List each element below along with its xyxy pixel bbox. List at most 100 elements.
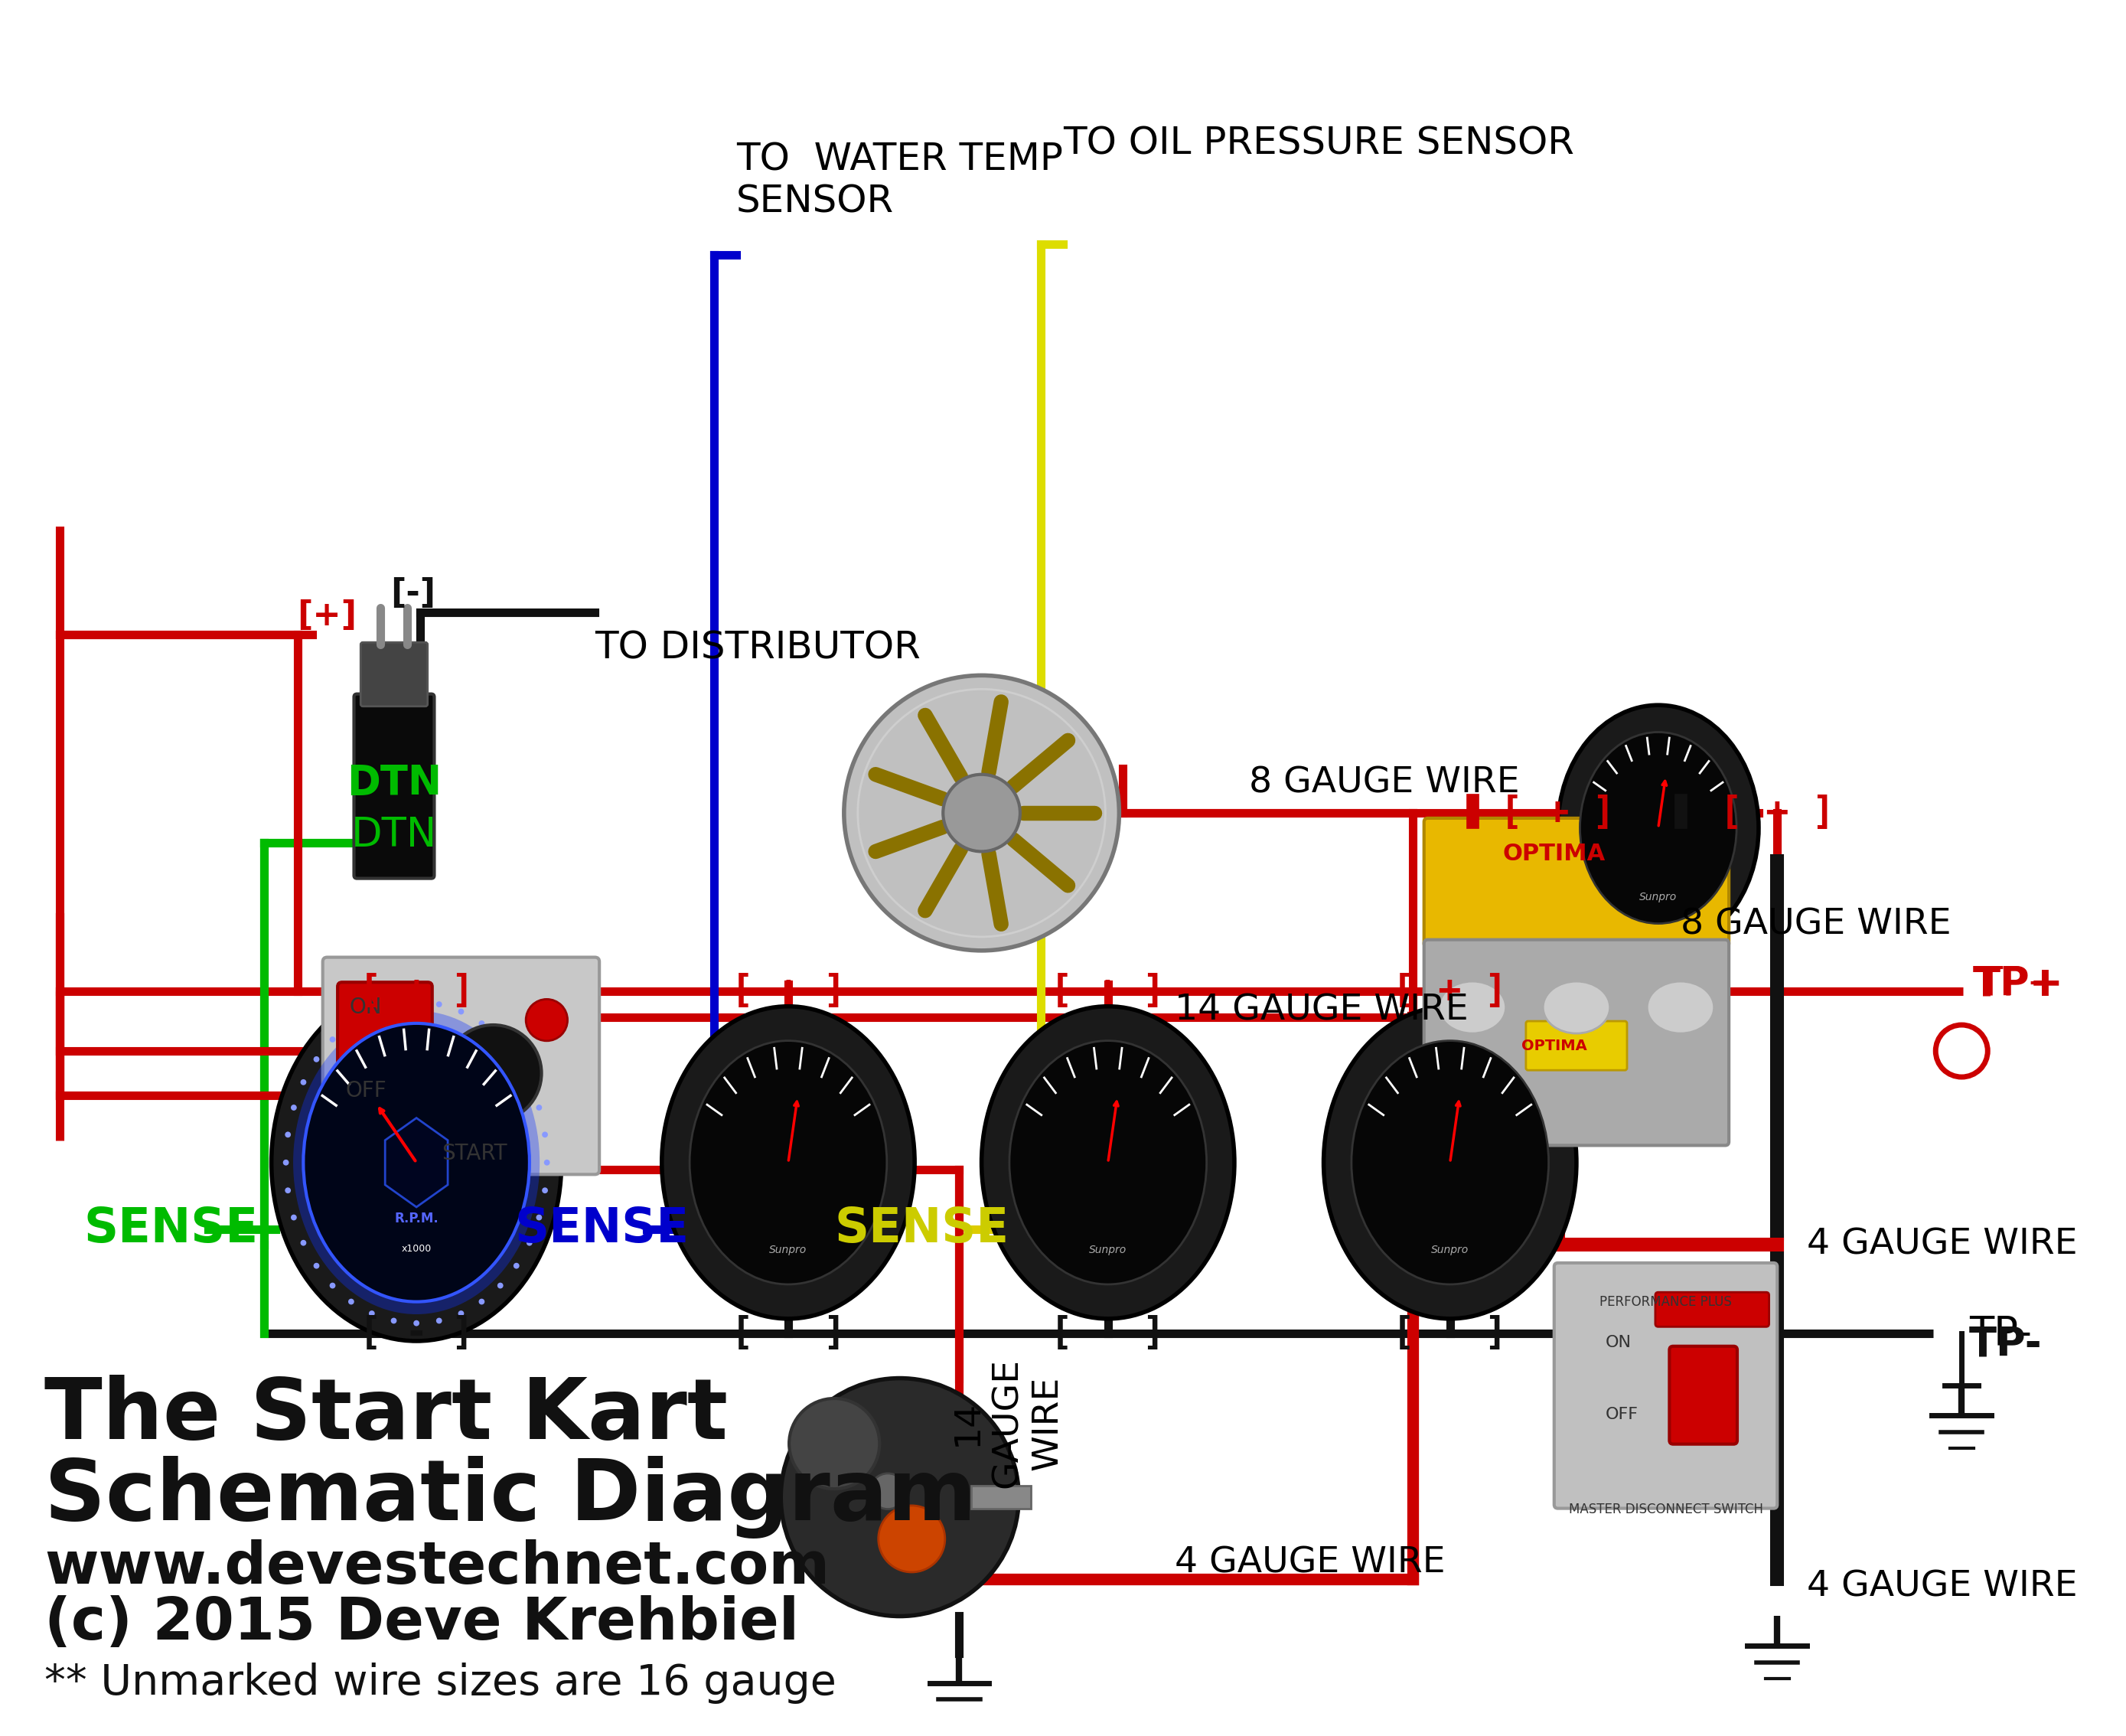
Circle shape <box>330 1036 336 1042</box>
Text: x1000: x1000 <box>402 1245 432 1253</box>
Text: TP+: TP+ <box>1973 963 2064 1003</box>
Text: 4 GAUGE WIRE: 4 GAUGE WIRE <box>1807 1227 2077 1262</box>
Text: ** Unmarked wire sizes are 16 gauge: ** Unmarked wire sizes are 16 gauge <box>45 1663 838 1703</box>
Circle shape <box>412 998 419 1005</box>
Text: SENSE: SENSE <box>836 1207 1010 1252</box>
Text: SENSE: SENSE <box>514 1207 689 1252</box>
Text: [ + ]: [ + ] <box>359 974 474 1010</box>
Text: 8 GAUGE WIRE: 8 GAUGE WIRE <box>1250 766 1520 800</box>
Circle shape <box>478 1299 485 1305</box>
FancyBboxPatch shape <box>1526 1021 1626 1069</box>
Text: MASTER DISCONNECT SWITCH: MASTER DISCONNECT SWITCH <box>1569 1503 1762 1516</box>
Circle shape <box>444 1024 542 1121</box>
Text: DTN: DTN <box>347 764 442 804</box>
Circle shape <box>300 1240 306 1246</box>
Circle shape <box>780 1378 1018 1616</box>
Circle shape <box>313 1262 319 1269</box>
FancyBboxPatch shape <box>1669 1345 1737 1444</box>
Text: ON: ON <box>1605 1335 1631 1351</box>
Text: TO DISTRIBUTOR: TO DISTRIBUTOR <box>595 630 921 667</box>
Text: TP-: TP- <box>1969 1314 2032 1354</box>
FancyBboxPatch shape <box>323 957 600 1175</box>
Text: [ - ]: [ - ] <box>731 1316 846 1352</box>
Circle shape <box>368 1311 374 1316</box>
Text: TP-: TP- <box>1969 1325 2043 1364</box>
Text: R.P.M.: R.P.M. <box>393 1212 438 1226</box>
Circle shape <box>536 1215 542 1220</box>
Text: OFF: OFF <box>1605 1406 1639 1422</box>
Text: [ - ]: [ - ] <box>1050 1316 1165 1352</box>
Text: PERFORMANCE PLUS: PERFORMANCE PLUS <box>1599 1295 1733 1309</box>
Circle shape <box>536 1104 542 1111</box>
Circle shape <box>291 1104 298 1111</box>
Circle shape <box>412 1319 419 1326</box>
Text: Sunpro: Sunpro <box>770 1245 808 1255</box>
Text: SENSE: SENSE <box>83 1207 259 1252</box>
Circle shape <box>870 1474 906 1509</box>
FancyBboxPatch shape <box>338 983 432 1134</box>
Ellipse shape <box>1580 733 1737 924</box>
Ellipse shape <box>661 1007 914 1319</box>
Circle shape <box>291 1215 298 1220</box>
FancyBboxPatch shape <box>1424 818 1728 948</box>
Circle shape <box>300 1080 306 1085</box>
Text: [ + ]: [ + ] <box>731 974 846 1010</box>
Text: Schematic Diagram: Schematic Diagram <box>45 1457 976 1538</box>
Ellipse shape <box>1010 1040 1208 1285</box>
Circle shape <box>542 1132 549 1137</box>
Ellipse shape <box>1324 1007 1577 1319</box>
Text: OPTIMA: OPTIMA <box>1503 842 1605 865</box>
Circle shape <box>525 1000 568 1042</box>
Circle shape <box>283 1160 289 1165</box>
Circle shape <box>285 1132 291 1137</box>
Text: The Start Kart: The Start Kart <box>45 1375 727 1457</box>
Circle shape <box>391 1002 398 1007</box>
Circle shape <box>391 1318 398 1325</box>
Circle shape <box>878 1505 944 1573</box>
Circle shape <box>478 1021 485 1026</box>
Text: (c) 2015 Deve Krehbiel: (c) 2015 Deve Krehbiel <box>45 1595 799 1653</box>
Text: TO OIL PRESSURE SENSOR: TO OIL PRESSURE SENSOR <box>1063 125 1575 161</box>
Circle shape <box>330 1283 336 1288</box>
Ellipse shape <box>1648 981 1714 1033</box>
Text: Sunpro: Sunpro <box>1431 1245 1469 1255</box>
Circle shape <box>512 1055 519 1062</box>
Circle shape <box>497 1036 504 1042</box>
Text: [ + ]: [ + ] <box>1720 795 1835 832</box>
Bar <box>972 1486 1031 1509</box>
Text: [+]: [+] <box>298 599 357 632</box>
Ellipse shape <box>293 1010 540 1314</box>
Circle shape <box>544 1160 551 1165</box>
Text: 4 GAUGE WIRE: 4 GAUGE WIRE <box>1176 1545 1446 1580</box>
Circle shape <box>844 675 1118 951</box>
Circle shape <box>527 1240 532 1246</box>
Text: www.devestechnet.com: www.devestechnet.com <box>45 1540 829 1595</box>
FancyBboxPatch shape <box>361 642 427 707</box>
Circle shape <box>789 1399 880 1489</box>
Circle shape <box>457 1311 463 1316</box>
FancyBboxPatch shape <box>1554 1262 1777 1509</box>
Circle shape <box>542 1187 549 1193</box>
Ellipse shape <box>982 1007 1235 1319</box>
Text: TP+: TP+ <box>1977 963 2060 1003</box>
Ellipse shape <box>1558 705 1758 951</box>
FancyBboxPatch shape <box>1656 1292 1769 1326</box>
Circle shape <box>436 1002 442 1007</box>
Circle shape <box>457 1009 463 1014</box>
Ellipse shape <box>304 1023 529 1302</box>
Circle shape <box>349 1021 355 1026</box>
Text: [ + ]: [ + ] <box>1050 974 1165 1010</box>
Circle shape <box>497 1283 504 1288</box>
Text: [ - ]: [ - ] <box>359 1316 474 1352</box>
Ellipse shape <box>272 984 561 1340</box>
Polygon shape <box>385 1118 449 1207</box>
Text: START: START <box>442 1142 508 1165</box>
Text: Sunpro: Sunpro <box>1639 891 1677 903</box>
Circle shape <box>527 1080 532 1085</box>
Circle shape <box>944 774 1020 851</box>
FancyBboxPatch shape <box>353 694 434 878</box>
Text: OFF: OFF <box>347 1080 387 1102</box>
Text: OPTIMA: OPTIMA <box>1522 1038 1586 1054</box>
Ellipse shape <box>1543 981 1609 1033</box>
Text: DTN: DTN <box>351 816 438 856</box>
